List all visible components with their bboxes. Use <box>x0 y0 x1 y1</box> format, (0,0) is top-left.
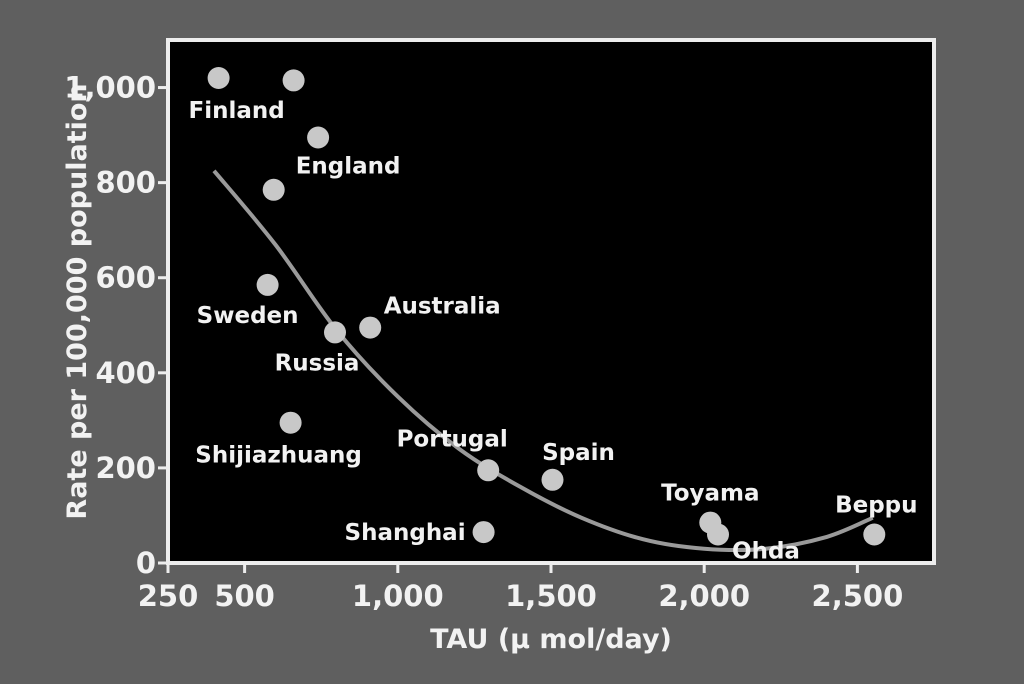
point-label-shanghai: Shanghai <box>345 520 466 546</box>
point-label-shijiazhuang: Shijiazhuang <box>195 443 362 469</box>
y-tick-label: 1,000 <box>64 71 156 105</box>
point-label-portugal: Portugal <box>397 426 508 452</box>
point-label-finland: Finland <box>188 98 284 124</box>
point-label-toyama: Toyama <box>661 481 759 507</box>
point-label-sweden: Sweden <box>197 303 299 329</box>
y-axis-title: Rate per 100,000 population <box>62 83 93 519</box>
y-tick-label: 200 <box>95 451 156 485</box>
y-tick-label: 800 <box>95 166 156 200</box>
data-point-russia <box>324 321 346 344</box>
y-tick-label: 600 <box>95 261 156 295</box>
data-point-portugal <box>477 459 500 482</box>
data-point-spain <box>541 468 564 491</box>
data-point-england <box>307 126 330 149</box>
point-label-ohda: Ohda <box>732 539 800 565</box>
point-label-australia: Australia <box>384 294 501 320</box>
x-tick-label: 2,000 <box>658 579 750 613</box>
x-tick-label: 2,500 <box>812 579 904 613</box>
points-layer <box>207 67 886 546</box>
point-label-russia: Russia <box>275 350 360 376</box>
x-axis-title: TAU (μ mol/day) <box>430 624 672 655</box>
x-axis-ticks: 250 500 1,000 1,500 2,000 2,500 <box>138 563 904 613</box>
data-point-beppu <box>863 523 886 546</box>
trend-layer <box>212 169 874 553</box>
data-point-shijiazhuang <box>279 411 302 434</box>
trend-line <box>212 169 874 553</box>
x-tick-label: 500 <box>214 579 275 613</box>
data-point-shanghai <box>472 521 495 544</box>
data-point-finland <box>207 67 230 89</box>
data-point-sweden <box>256 273 279 296</box>
point-label-spain: Spain <box>542 440 615 466</box>
x-tick-label: 1,500 <box>505 579 597 613</box>
y-tick-label: 400 <box>95 356 156 390</box>
point-label-beppu: Beppu <box>835 493 917 519</box>
x-tick-label: 250 <box>138 579 199 613</box>
data-point-australia <box>359 316 382 339</box>
y-axis-ticks: 0 200 400 600 800 1,000 <box>64 71 168 580</box>
x-tick-label: 1,000 <box>352 579 444 613</box>
data-point-1 <box>282 69 305 92</box>
point-labels-layer: Finland England Sweden Australia Russia Shiji… <box>188 98 917 565</box>
point-label-england: England <box>296 154 401 180</box>
data-point-3 <box>262 178 285 201</box>
y-tick-label: 0 <box>136 546 156 580</box>
data-point-ohda <box>707 523 729 546</box>
